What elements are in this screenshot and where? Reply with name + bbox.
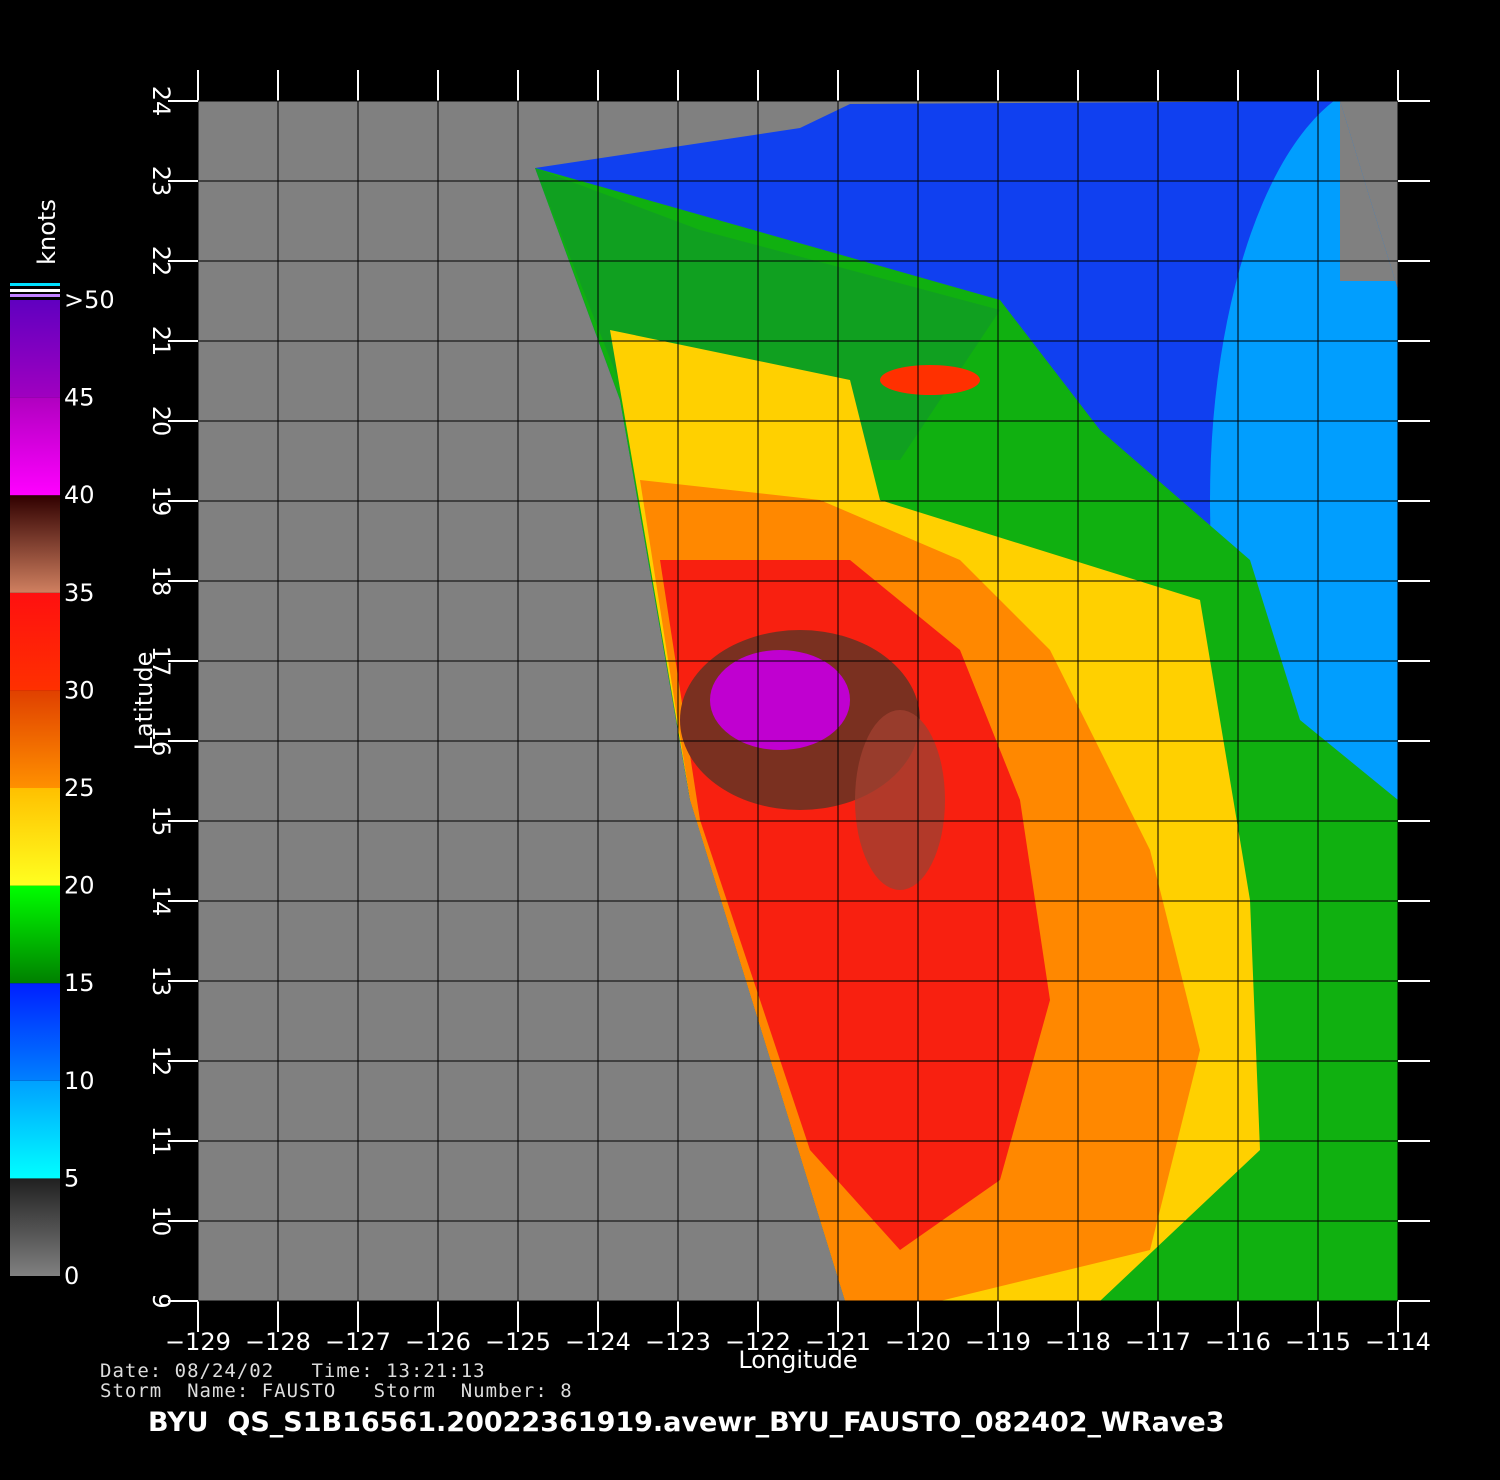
colorbar-label: 30 xyxy=(64,676,95,704)
x-tick-label: −127 xyxy=(325,1328,391,1356)
colorbar: 0 5 10 15 20 25 30 35 40 45 >50 xyxy=(10,283,115,1290)
x-tick-label: −117 xyxy=(1125,1328,1191,1356)
storm-info: Storm Name: FAUSTO Storm Number: 8 xyxy=(100,1380,573,1402)
colorbar-segment xyxy=(10,788,60,886)
date-time: Date: 08/24/02 Time: 13:21:13 xyxy=(100,1360,486,1382)
y-tick-label: 18 xyxy=(147,566,175,597)
y-tick-label: 13 xyxy=(147,966,175,997)
x-tick-label: −119 xyxy=(965,1328,1031,1356)
x-tick-label: −122 xyxy=(725,1328,791,1356)
y-tick-label: 23 xyxy=(147,166,175,197)
file-name: BYU QS_S1B16561.20022361919.avewr_BYU_FA… xyxy=(148,1407,1225,1438)
x-tick-label: −121 xyxy=(805,1328,871,1356)
colorbar-label: 10 xyxy=(64,1067,95,1095)
x-tick-label: −118 xyxy=(1045,1328,1111,1356)
colorbar-label: >50 xyxy=(64,286,115,314)
y-tick-label: 21 xyxy=(147,326,175,357)
colorbar-label: 20 xyxy=(64,872,95,900)
y-tick-label: 24 xyxy=(147,86,175,117)
colorbar-segment xyxy=(10,885,60,984)
x-tick-label: −115 xyxy=(1285,1328,1351,1356)
y-tick-label: 19 xyxy=(147,486,175,517)
x-tick-label: −125 xyxy=(485,1328,551,1356)
x-tick-label: −116 xyxy=(1205,1328,1271,1356)
y-tick-label: 9 xyxy=(147,1293,175,1308)
colorbar-segment xyxy=(10,1178,60,1276)
colorbar-label: 5 xyxy=(64,1164,79,1192)
x-tick-label: −124 xyxy=(565,1328,631,1356)
colorbar-segment xyxy=(10,690,60,788)
colorbar-title: knots xyxy=(33,199,61,265)
y-tick-label: 20 xyxy=(147,406,175,437)
y-axis-label: Latitude xyxy=(130,652,158,751)
y-tick-label: 14 xyxy=(147,886,175,917)
colorbar-label: 25 xyxy=(64,774,95,802)
x-axis-label: Longitude xyxy=(738,1346,857,1374)
y-tick-label: 17 xyxy=(147,646,175,677)
x-tick-label: −126 xyxy=(405,1328,471,1356)
x-tick-label: −120 xyxy=(885,1328,951,1356)
x-tick-label: −128 xyxy=(245,1328,311,1356)
x-tick-label: −114 xyxy=(1365,1328,1431,1356)
colorbar-segment xyxy=(10,495,60,593)
colorbar-segment xyxy=(10,983,60,1081)
y-tick-label: 10 xyxy=(147,1206,175,1237)
grid: −129 −128 −127 −126 −125 −124 −123 −122 −121 −120… xyxy=(147,70,1431,1356)
colorbar-label: 45 xyxy=(64,384,95,412)
colorbar-label: 15 xyxy=(64,969,95,997)
x-tick-label: −129 xyxy=(165,1328,231,1356)
y-tick-label: 12 xyxy=(147,1046,175,1077)
colorbar-segment xyxy=(10,592,60,691)
y-tick-label: 11 xyxy=(147,1126,175,1157)
colorbar-label: 0 xyxy=(64,1262,79,1290)
y-tick-label: 22 xyxy=(147,246,175,277)
colorbar-segment xyxy=(10,397,60,496)
x-tick-label: −123 xyxy=(645,1328,711,1356)
colorbar-segment xyxy=(10,300,60,398)
colorbar-segment xyxy=(10,1080,60,1179)
colorbar-label: 40 xyxy=(64,481,95,509)
y-tick-label: 16 xyxy=(147,726,175,757)
colorbar-label: 35 xyxy=(64,579,95,607)
y-tick-label: 15 xyxy=(147,806,175,837)
